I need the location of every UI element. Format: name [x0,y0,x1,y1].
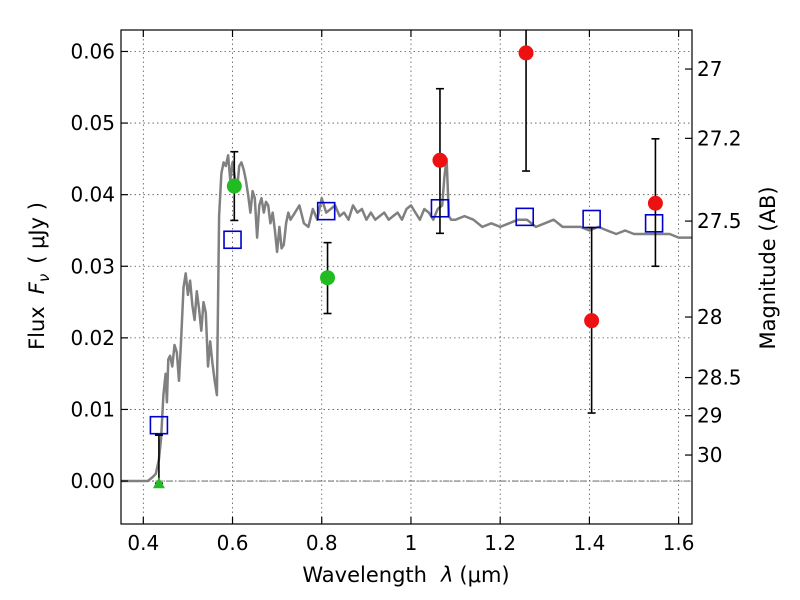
plot-frame [120,29,693,525]
x-axis-label: Wavelength λ (μm) [302,563,509,587]
x-tick-label: 0.6 [217,531,249,555]
red-data-point [432,152,448,168]
mag-tick-label: 30 [697,443,722,467]
green-data-point [226,178,242,194]
x-tick-label: 1.2 [484,531,516,555]
x-tick-label: 1 [405,531,418,555]
model-band-square [644,214,664,233]
green-triangle-point [152,477,165,489]
mag-tick-label: 27.2 [697,126,742,150]
mag-tick-label: 28.5 [697,366,742,390]
mag-tick-label: 27.5 [697,209,742,233]
mag-tick-label: 27 [697,57,722,81]
green-data-point [320,270,336,286]
y-tick-label: 0.00 [70,469,115,493]
plot-area [121,30,692,489]
y-tick-label: 0.02 [70,326,115,350]
model-sed-line [121,154,692,483]
model-band-square [582,209,601,229]
x-tick-label: 0.8 [306,531,338,555]
red-data-point [518,45,534,61]
x-tick-label: 1.4 [573,531,605,555]
red-data-point [647,195,663,211]
mag-tick-label: 28 [697,305,722,329]
model-band-square [223,230,242,250]
grid-lines [121,30,692,524]
mag-tick-label: 29 [697,404,722,428]
model-band-square [515,207,535,227]
axis-ticks: 0.4 0.6 0.8 1 1.2 1.4 1.6 0.00 0.01 0.02 0.03 0.04 0… [70,30,742,555]
y-tick-label: 0.05 [70,111,115,135]
y-tick-label: 0.01 [70,397,115,421]
y-axis-label: FluxFν( μJy ) [25,202,53,350]
y-tick-label: 0.06 [70,39,115,63]
model-band-square [149,415,169,435]
red-data-point [584,313,600,329]
y2-axis-label: Magnitude (AB) [756,186,780,349]
x-tick-label: 0.4 [127,531,159,555]
x-tick-label: 1.6 [663,531,695,555]
y-tick-label: 0.04 [70,183,115,207]
model-band-square [316,201,336,221]
y-tick-label: 0.03 [70,254,115,278]
